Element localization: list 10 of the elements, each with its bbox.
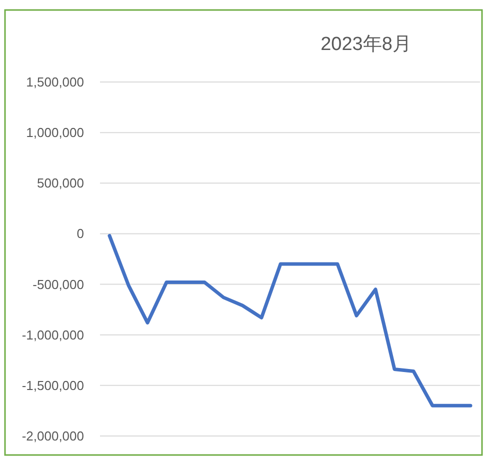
chart-title: 2023年8月 bbox=[320, 34, 412, 55]
y-tick-label: -1,000,000 bbox=[22, 327, 84, 342]
y-tick-label: -1,500,000 bbox=[22, 378, 84, 393]
y-tick-label: 1,500,000 bbox=[26, 74, 84, 90]
y-tick-label: 500,000 bbox=[37, 176, 84, 191]
line-series bbox=[108, 234, 472, 408]
y-tick-label: 1,000,000 bbox=[26, 125, 84, 140]
y-tick-label: -500,000 bbox=[32, 276, 84, 292]
y-tick-label: -2,000,000 bbox=[22, 428, 84, 444]
y-tick-label: 0 bbox=[76, 226, 84, 242]
